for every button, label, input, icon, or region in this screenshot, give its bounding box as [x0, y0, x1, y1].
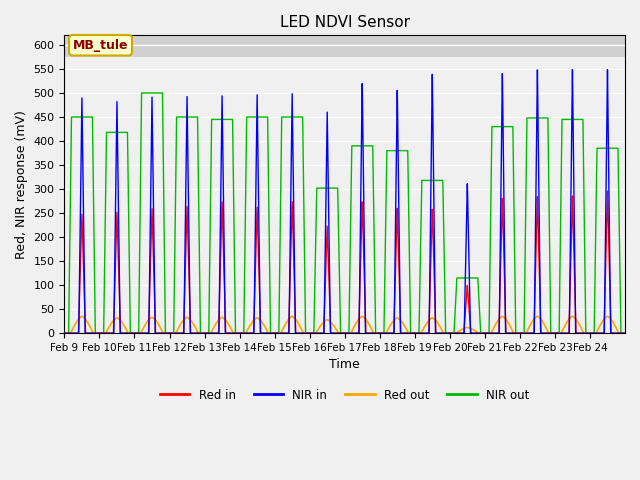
Title: LED NDVI Sensor: LED NDVI Sensor [280, 15, 410, 30]
X-axis label: Time: Time [330, 359, 360, 372]
Text: MB_tule: MB_tule [73, 39, 128, 52]
Bar [65, 36, 625, 57]
Legend: Red in, NIR in, Red out, NIR out: Red in, NIR in, Red out, NIR out [155, 384, 534, 406]
Y-axis label: Red, NIR response (mV): Red, NIR response (mV) [15, 110, 28, 259]
